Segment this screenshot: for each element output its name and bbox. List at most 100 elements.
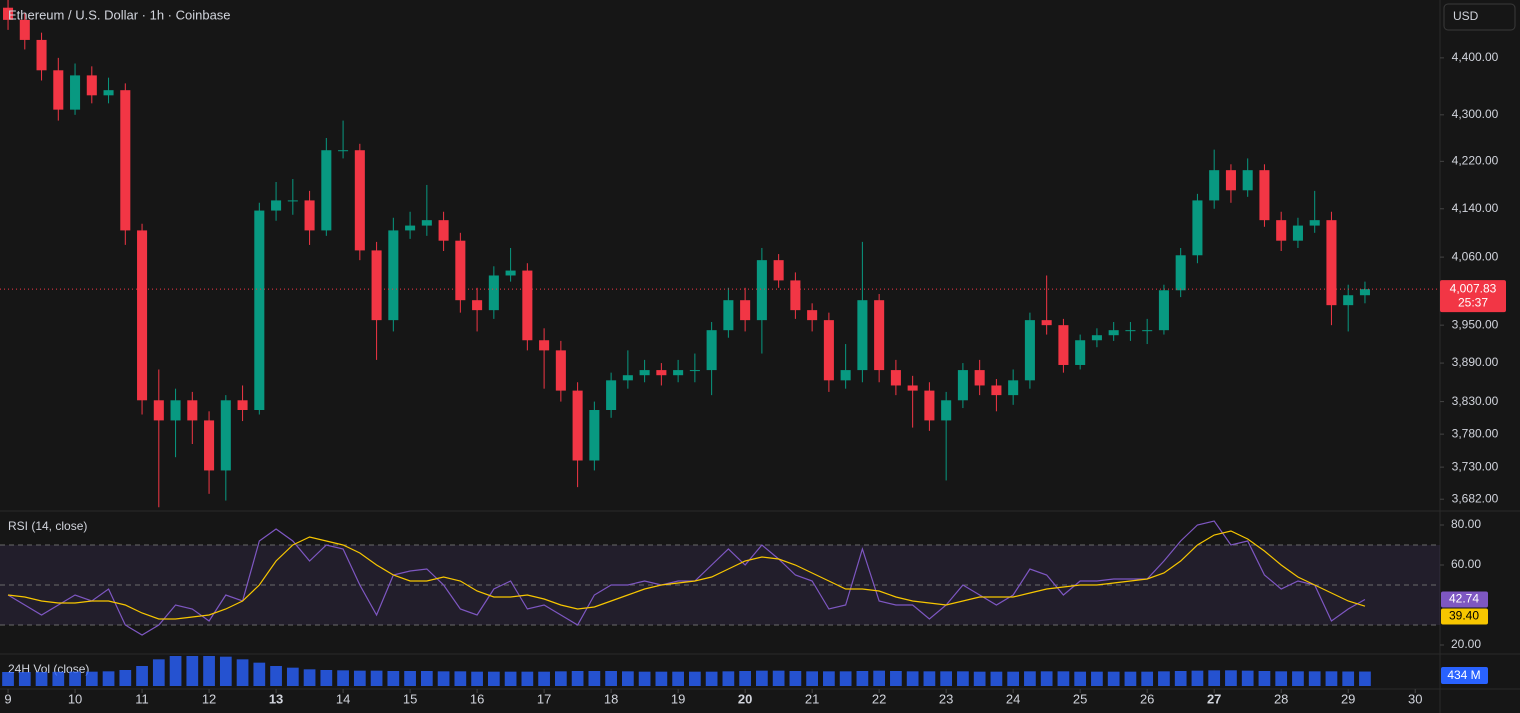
candle-body [354,150,365,251]
volume-bar [471,671,483,686]
candle-body [1142,330,1153,332]
candle-body [840,370,851,381]
x-tick-label: 22 [872,691,886,706]
volume-bar [236,659,249,686]
volume-bar [119,670,132,686]
candle-body [153,400,164,421]
rsi-ma-value-box [1441,608,1488,625]
rsi-ma-value-label: 39.40 [1449,609,1479,623]
candle-body [1125,330,1136,332]
candle-body [388,230,399,321]
volume-bar [1342,671,1355,686]
candle-body [991,385,1002,396]
volume-bar [940,671,953,686]
y-tick-label: 4,400.00 [1452,50,1499,64]
candle-body [1326,220,1337,306]
volume-bar [1040,671,1053,686]
candle-body [790,280,801,311]
candle-body [237,400,248,411]
volume-bar [504,671,517,686]
volume-bar [1241,670,1254,686]
plot-layer [3,0,1370,508]
candle-body [589,410,600,461]
candle-body [254,210,265,411]
volume-bar [521,671,534,686]
candle-body [70,75,81,110]
candle-body [622,375,633,381]
volume-bar [571,671,584,686]
y-tick-label: 3,730.00 [1452,459,1499,473]
volume-bar [1308,671,1321,686]
candle-body [1209,170,1220,201]
candle-body [1276,220,1287,241]
x-tick-label: 24 [1006,691,1020,706]
candle-body [874,300,885,371]
last-price-box [1440,280,1506,313]
candle-body [170,400,181,421]
x-tick-label: 18 [604,691,618,706]
volume-bar [806,671,818,686]
candle-body [1292,225,1303,241]
volume-bar [152,659,165,686]
volume-bar [370,670,383,686]
volume-bar [1141,671,1154,686]
volume-bar [387,671,400,686]
candle-body [1175,255,1186,291]
volume-bar [1225,670,1237,686]
volume-bar [538,671,550,686]
rsi-y-tick-label: 20.00 [1451,637,1481,651]
candle-body [539,340,550,351]
volume-bar [705,671,718,686]
volume-bar [1091,671,1103,686]
volume-bar [1158,671,1170,686]
volume-bar [487,671,500,686]
x-tick-label: 26 [1140,691,1154,706]
rsi-line [7,520,1366,636]
x-tick-label: 12 [202,691,216,706]
volume-bar [186,656,199,686]
volume-bar [1057,671,1070,686]
candle-body [137,230,148,401]
x-tick-label: 11 [135,691,149,706]
volume-bar [1074,671,1087,686]
candle-body [472,300,483,311]
candle-body [773,260,784,281]
candle-body [522,270,533,341]
volume-bar [1208,670,1221,686]
candle-body [204,420,215,471]
volume-value-label: 434 M [1447,668,1480,682]
volume-bar [622,671,634,686]
candle-body [53,70,64,110]
x-tick-label: 15 [403,691,417,706]
candle-body [740,300,751,321]
volume-bar [136,666,148,686]
y-tick-label: 4,220.00 [1452,154,1499,168]
candle-body [1359,289,1370,296]
currency-button[interactable] [1443,3,1516,31]
candle-body [1058,325,1069,365]
x-tick-label: 19 [671,691,685,706]
candle-body [807,310,818,321]
volume-bar [85,671,98,686]
candle-body [338,150,349,152]
candle-body [1108,330,1119,336]
candle-body [488,275,499,311]
x-tick-label: 21 [805,691,819,706]
rsi-value-box [1441,591,1488,608]
volume-bar [1258,671,1271,686]
candle-body [1242,170,1253,191]
chart-title: Ethereum / U.S. Dollar · 1h · Coinbase [8,7,231,22]
candle-body [405,225,416,231]
volume-bar [1359,671,1371,686]
candle-body [1309,220,1320,226]
rsi-ma-line [7,530,1366,620]
x-tick-label: 25 [1073,691,1087,706]
candle-body [941,400,952,421]
candle-body [438,220,449,241]
currency-label[interactable]: USD [1453,9,1479,23]
candle-body [890,370,901,386]
countdown-label: 25:37 [1458,295,1488,309]
volume-bar [873,670,886,686]
